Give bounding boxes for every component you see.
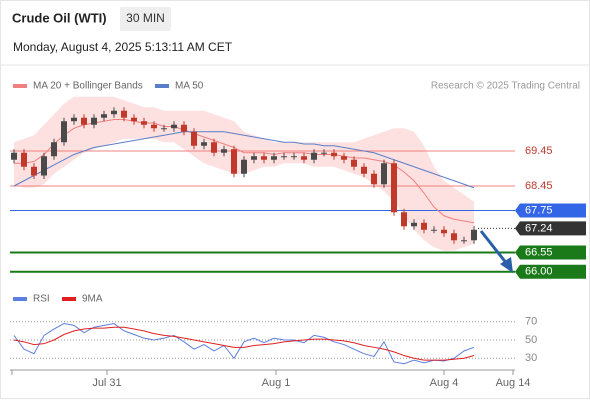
legend-swatch bbox=[13, 84, 27, 88]
candle-body bbox=[321, 152, 327, 154]
candle-body bbox=[31, 166, 37, 176]
candle-body bbox=[431, 229, 437, 231]
candle-body bbox=[401, 212, 407, 227]
candle-body bbox=[41, 156, 47, 176]
candle-body bbox=[51, 142, 57, 157]
rsi-line bbox=[13, 323, 475, 365]
interval-button[interactable] bbox=[120, 7, 171, 31]
legend-label: RSI bbox=[33, 294, 50, 305]
candle-body bbox=[361, 166, 367, 174]
candle-body bbox=[151, 124, 157, 129]
candle-body bbox=[341, 156, 347, 160]
candle-body bbox=[201, 142, 207, 146]
candle-body bbox=[411, 222, 417, 227]
candle-body bbox=[231, 149, 237, 174]
candle-body bbox=[271, 156, 277, 160]
candle-body bbox=[241, 159, 247, 174]
forecast-arrow bbox=[479, 230, 513, 273]
candle-body bbox=[111, 110, 117, 115]
candle-body bbox=[311, 152, 317, 160]
x-tick-label: Aug 14 bbox=[496, 377, 531, 389]
candle-body bbox=[441, 229, 447, 234]
candle-body bbox=[351, 159, 357, 167]
candle-body bbox=[101, 114, 107, 118]
level-box bbox=[515, 203, 586, 218]
candle-body bbox=[301, 156, 307, 160]
candle-body bbox=[91, 117, 97, 125]
candle-body bbox=[451, 233, 457, 241]
candle-body bbox=[11, 152, 17, 160]
y-tick-label: 30 bbox=[525, 352, 537, 364]
candle-body bbox=[371, 173, 377, 185]
level-label: 66.55 bbox=[525, 246, 553, 258]
title: Crude Oil (WTI) bbox=[12, 10, 107, 25]
candle-body bbox=[251, 156, 257, 160]
candle-body bbox=[421, 222, 427, 230]
y-tick-label: 70 bbox=[525, 316, 537, 328]
legend-swatch bbox=[155, 84, 169, 88]
level-label: 66.00 bbox=[525, 266, 553, 278]
candle-body bbox=[331, 152, 337, 157]
x-tick-label: Aug 4 bbox=[430, 377, 459, 389]
candle-body bbox=[221, 149, 227, 153]
legend-swatch bbox=[62, 297, 76, 301]
y-tick-label: 50 bbox=[525, 334, 537, 346]
level-label: 69.45 bbox=[525, 145, 553, 157]
candle-body bbox=[61, 121, 67, 143]
candle-body bbox=[131, 117, 137, 122]
legend-label: 9MA bbox=[82, 294, 103, 305]
rsi-line bbox=[13, 326, 475, 361]
legend-label: MA 20 + Bollinger Bands bbox=[33, 81, 143, 92]
candle-body bbox=[461, 240, 467, 242]
candle-body bbox=[291, 156, 297, 158]
ma50-line bbox=[13, 131, 475, 189]
candle-body bbox=[191, 131, 197, 146]
legend-label: MA 50 bbox=[175, 81, 204, 92]
candle-body bbox=[381, 163, 387, 185]
interval-label[interactable]: 30 MIN bbox=[126, 11, 165, 25]
level-label: 67.24 bbox=[525, 222, 553, 234]
ma20-line bbox=[14, 118, 475, 224]
credit: Research © 2025 Trading Central bbox=[431, 81, 580, 92]
candle-body bbox=[281, 156, 287, 158]
level-label: 67.75 bbox=[525, 204, 553, 216]
candle-body bbox=[471, 229, 477, 241]
level-box bbox=[515, 245, 586, 260]
candle-body bbox=[21, 152, 27, 167]
candle-body bbox=[141, 121, 147, 125]
timestamp: Monday, August 4, 2025 5:13:11 AM CET bbox=[13, 40, 233, 54]
x-tick-label: Aug 1 bbox=[262, 377, 291, 389]
level-label: 68.45 bbox=[525, 180, 553, 192]
legend-swatch bbox=[13, 297, 27, 301]
candle-body bbox=[181, 124, 187, 132]
level-box bbox=[515, 221, 586, 236]
candle-body bbox=[121, 110, 127, 118]
candle-body bbox=[71, 117, 77, 122]
candle-body bbox=[261, 156, 267, 160]
candle-body bbox=[391, 163, 397, 213]
level-box bbox=[515, 264, 586, 279]
candle-body bbox=[161, 128, 167, 130]
candle-body bbox=[81, 117, 87, 125]
candle-body bbox=[171, 124, 177, 129]
candle-body bbox=[211, 142, 217, 153]
x-tick-label: Jul 31 bbox=[92, 377, 121, 389]
